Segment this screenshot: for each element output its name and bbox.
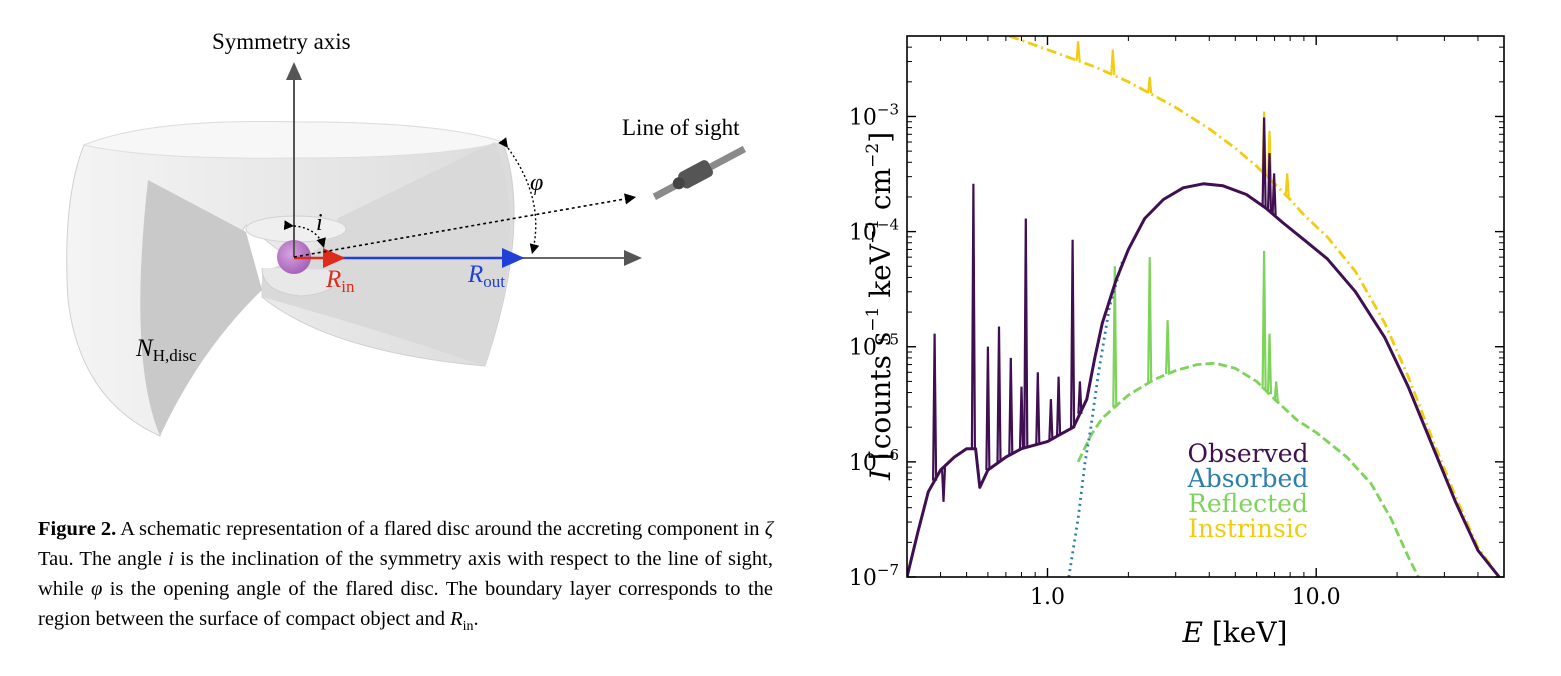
series-observed-emission-line xyxy=(1018,386,1025,449)
legend-entry-observed: Observed xyxy=(1188,439,1309,468)
series-reflected-emission-line xyxy=(1261,250,1267,389)
y-tick-label: 10−7 xyxy=(850,561,899,591)
caption-label: Figure 2. xyxy=(38,518,117,540)
series-observed-emission-line xyxy=(1008,357,1014,455)
y-tick-label: 10−4 xyxy=(850,216,899,246)
x-tick-label: 1.0 xyxy=(1030,585,1065,610)
line-of-sight-label: Line of sight xyxy=(622,115,740,140)
series-observed-emission-line xyxy=(970,183,976,449)
flared-disc xyxy=(66,120,515,437)
opening-angle-label: φ xyxy=(530,170,543,196)
y-tick-label: 10−6 xyxy=(850,446,899,476)
caption-i: i xyxy=(168,548,174,570)
caption-zeta: ζ xyxy=(764,518,773,540)
series-observed-emission-line xyxy=(1271,173,1277,216)
caption-text-4: is the opening angle of the flared disc.… xyxy=(38,578,774,630)
y-axis-label: I [counts s−1 keV−1 cm−2] xyxy=(863,132,897,481)
caption-r-sub: in xyxy=(462,619,474,635)
caption-phi: φ xyxy=(90,578,103,600)
series-observed-emission-line xyxy=(985,346,991,471)
satellite-icon xyxy=(652,145,747,200)
inclination-arc xyxy=(283,220,326,249)
r-in-label: Rin xyxy=(325,266,355,296)
spectrum-chart: 10−7 10−6 10−5 10−4 10−3 1.0 10.0 ObservedAbsor… xyxy=(850,35,1505,649)
r-out-label: Rout xyxy=(467,261,505,291)
series-instrinsic-line xyxy=(1008,36,1501,577)
series-reflected-emission-line xyxy=(1273,381,1279,401)
symmetry-axis-label: Symmetry axis xyxy=(212,29,351,54)
caption-text-3: is the inclination of the symmetry axis … xyxy=(38,548,773,600)
x-tick-label: 10.0 xyxy=(1292,585,1341,610)
y-tick-label: 10−5 xyxy=(850,331,899,361)
x-axis-label: E [keV] xyxy=(1182,616,1288,649)
series-observed-emission-line xyxy=(1035,372,1041,445)
caption-text-1: A schematic representation of a flared d… xyxy=(116,518,765,540)
flared-disc-diagram: Symmetry axis Line of sight i φ Rin Rout… xyxy=(66,29,747,437)
series-observed-emission-line xyxy=(932,333,938,481)
series-reflected-emission-line xyxy=(1112,266,1118,408)
plot-frame xyxy=(906,35,1505,578)
series-instrinsic-emission-line xyxy=(1284,173,1290,197)
series-absorbed-line xyxy=(1067,261,1124,577)
series-observed-emission-line xyxy=(940,467,947,502)
inner-hole xyxy=(245,215,347,243)
series-instrinsic-emission-line xyxy=(1075,41,1081,61)
caption-end: . xyxy=(473,608,479,630)
inclination-label: i xyxy=(316,210,323,236)
legend-entry-reflected: Reflected xyxy=(1188,489,1308,518)
legend-entry-instrinsic: Instrinsic xyxy=(1188,514,1308,543)
series-reflected-line xyxy=(1076,361,1420,577)
series-observed-emission-line xyxy=(1266,153,1273,212)
caption-text-2: Tau. The angle xyxy=(38,548,169,570)
series-observed-emission-line xyxy=(1056,376,1062,436)
series-instrinsic-emission-line xyxy=(1110,49,1116,75)
series-reflected-emission-line xyxy=(1266,333,1273,395)
series-observed-emission-line xyxy=(1070,239,1076,428)
series-reflected-emission-line xyxy=(1165,320,1171,375)
opening-angle-arc xyxy=(498,137,540,255)
series-observed-emission-line xyxy=(1077,381,1083,414)
legend-entry-absorbed: Absorbed xyxy=(1187,464,1309,493)
series-observed-emission-line xyxy=(996,326,1002,463)
series-instrinsic-emission-line xyxy=(1147,76,1153,94)
column-density-label: NH,disc xyxy=(135,335,197,365)
series-reflected-emission-line xyxy=(1147,257,1153,383)
figure-caption: Figure 2. A schematic representation of … xyxy=(38,514,773,642)
series-observed-emission-line xyxy=(1023,218,1029,448)
line-of-sight-arrow xyxy=(293,193,637,258)
series-observed-emission-line xyxy=(1048,399,1054,440)
y-tick-label: 10−3 xyxy=(850,100,899,130)
series-observed-emission-line xyxy=(1261,117,1267,207)
caption-r: R xyxy=(450,608,463,630)
